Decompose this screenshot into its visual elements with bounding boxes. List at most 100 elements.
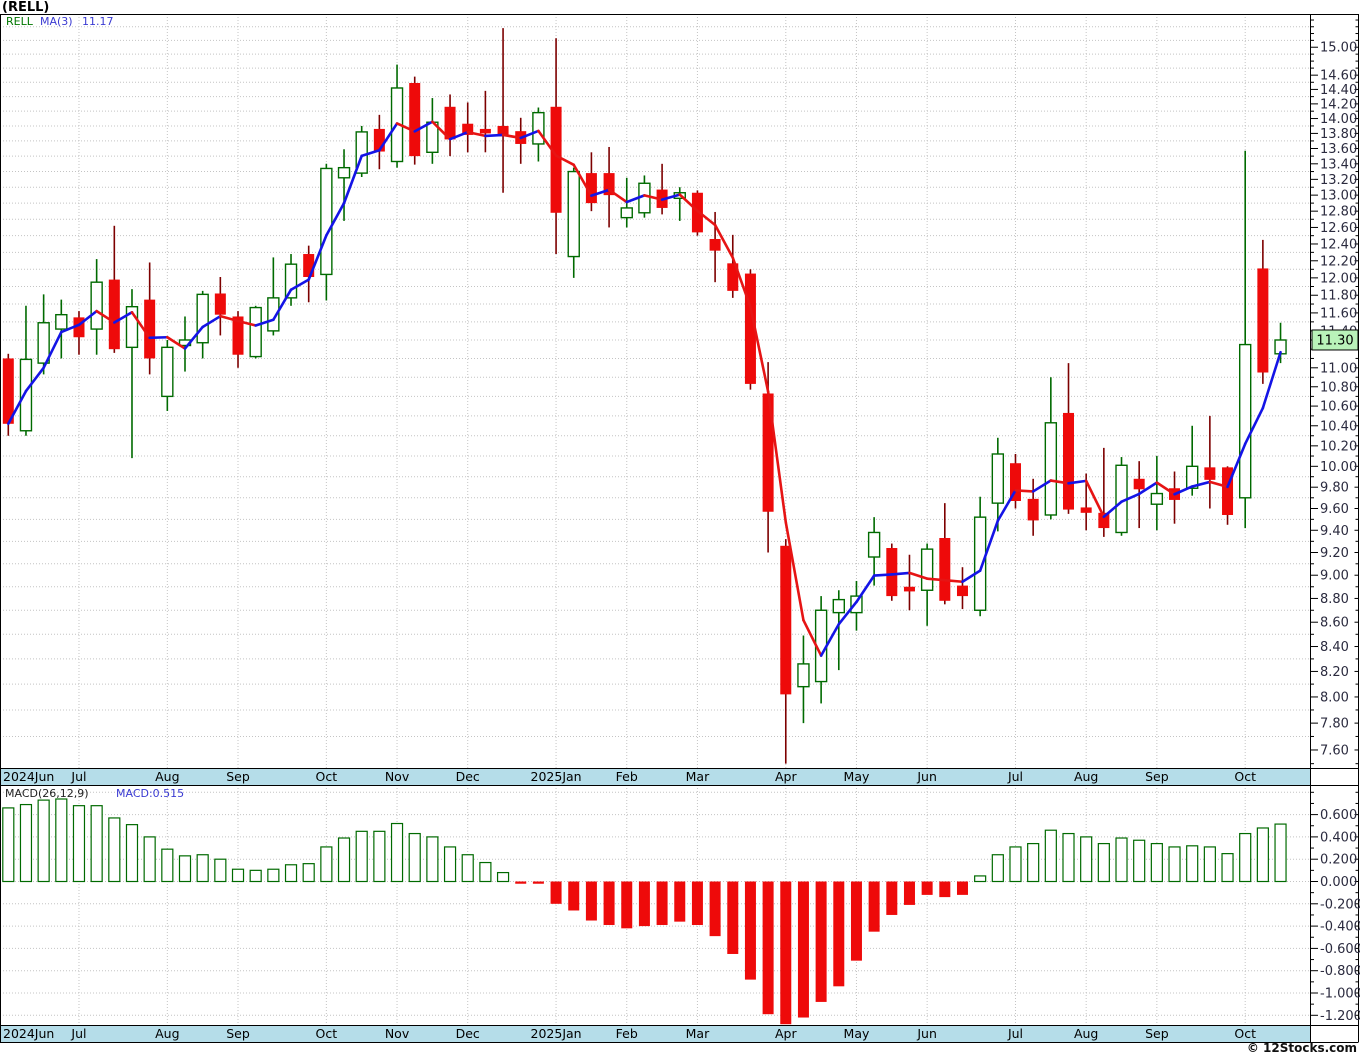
candle-body-up xyxy=(284,263,298,299)
macd-bar-down xyxy=(939,881,951,898)
ma-segment xyxy=(42,330,63,370)
month-label: Jul xyxy=(70,769,86,784)
macd-bar-down xyxy=(886,881,898,915)
price-axis-label: 7.60 xyxy=(1320,743,1349,758)
price-axis-label: 9.20 xyxy=(1320,546,1349,561)
macd-bar-up xyxy=(178,855,192,883)
macd-bar-up xyxy=(991,854,1004,883)
ma-segment xyxy=(431,120,452,141)
price-axis-label: 11.60 xyxy=(1320,306,1357,321)
month-label: Oct xyxy=(1234,769,1256,784)
month-label: 2024Jun xyxy=(3,1026,54,1041)
candle-body-up xyxy=(532,111,545,145)
macd-axis-label: -0.400 xyxy=(1320,920,1360,935)
macd-bar-up xyxy=(373,830,386,883)
price-axis-label: 14.20 xyxy=(1320,97,1357,112)
ma-segment xyxy=(272,288,293,322)
macd-bar-up xyxy=(302,863,315,883)
price-axis-label: 10.00 xyxy=(1320,460,1357,475)
candle-body-down xyxy=(1080,507,1092,513)
candle-body-down xyxy=(780,545,792,695)
price-axis-label: 8.00 xyxy=(1320,690,1349,705)
month-label: Jun xyxy=(916,769,937,784)
macd-axis: -1.200 -1.000 -0.800 -0.600 -0.400 -0.200 0.00… xyxy=(1310,791,1360,1024)
price-axis-label: 9.40 xyxy=(1320,524,1349,539)
macd-bar-up xyxy=(267,868,280,883)
macd-axis-label: 0.000 xyxy=(1320,875,1357,890)
candle-body-up xyxy=(125,305,139,349)
month-label: 2024Jun xyxy=(3,769,54,784)
macd-bar-down xyxy=(833,881,845,987)
candle-body-down xyxy=(1257,268,1269,373)
macd-bar-up xyxy=(496,871,510,883)
ma-segment xyxy=(1155,481,1176,496)
candle-body-down xyxy=(727,263,739,291)
macd-bar-down xyxy=(868,881,880,932)
ma-segment xyxy=(24,366,45,393)
candle-body-down xyxy=(939,537,951,601)
macd-legend-label: MACD(26,12,9) xyxy=(5,787,89,800)
ma-segment xyxy=(660,193,682,201)
price-axis-label: 9.60 xyxy=(1320,502,1349,517)
price-axis-label: 11.00 xyxy=(1320,361,1357,376)
macd-bar-up xyxy=(19,803,33,883)
macd-bar-down xyxy=(780,881,792,1025)
ma-segment xyxy=(925,577,947,582)
ma-segment xyxy=(713,223,735,259)
macd-bar-down xyxy=(515,881,527,884)
macd-bar-down xyxy=(762,881,774,1015)
candle-body-down xyxy=(108,279,120,350)
ma-segment xyxy=(254,318,275,327)
ma-segment xyxy=(448,130,470,141)
ma-segment xyxy=(1261,350,1282,410)
price-axis-label: 9.00 xyxy=(1320,569,1349,584)
ma-segment xyxy=(996,489,1017,523)
price-axis-label: 12.80 xyxy=(1320,205,1357,220)
month-label: 2025Jan xyxy=(531,769,582,784)
ma-segment xyxy=(378,122,399,152)
price-axis-label: 13.00 xyxy=(1320,189,1357,204)
macd-bar-up xyxy=(37,799,50,883)
candle-body-up xyxy=(973,516,987,611)
price-axis-label: 12.00 xyxy=(1320,271,1357,286)
macd-bar-down xyxy=(921,881,933,895)
price-axis-label: 8.40 xyxy=(1320,640,1349,655)
month-label: Apr xyxy=(775,769,797,784)
macd-bar-up xyxy=(90,805,103,883)
ma-segment xyxy=(908,571,929,580)
month-label: Nov xyxy=(385,1026,410,1041)
ma-segment xyxy=(643,194,664,201)
macd-bar-up xyxy=(1256,827,1269,883)
month-label: 2025Jan xyxy=(531,1026,582,1041)
macd-bar-up xyxy=(1274,823,1287,883)
price-axis-label: 12.40 xyxy=(1320,237,1357,252)
month-label: Aug xyxy=(155,769,179,784)
macd-bar-up xyxy=(1027,842,1040,883)
ma-segment xyxy=(1067,479,1088,485)
macd-bar-up xyxy=(214,858,227,883)
ma-segment xyxy=(943,578,964,584)
candle-body-down xyxy=(1009,463,1021,501)
candle-body-up xyxy=(55,313,68,330)
candle-body-down xyxy=(691,192,703,233)
macd-bar-up xyxy=(249,869,262,883)
macd-bar-down xyxy=(797,881,809,1018)
macd-bar-up xyxy=(1221,853,1234,883)
macd-bar-up xyxy=(974,875,987,883)
month-label: Dec xyxy=(456,769,480,784)
price-axis-label: 8.20 xyxy=(1320,665,1349,680)
ma-segment xyxy=(855,574,876,604)
month-label: Aug xyxy=(1074,1026,1098,1041)
candle-body-up xyxy=(867,531,881,558)
ma-segment xyxy=(678,193,699,213)
month-label: Feb xyxy=(616,1026,638,1041)
price-axis-label: 10.20 xyxy=(1320,439,1357,454)
candle-body-down xyxy=(1063,412,1074,510)
macd-legend-value: MACD:0.515 xyxy=(116,787,185,800)
candle-body-down xyxy=(603,173,615,196)
ma-segment xyxy=(1137,481,1159,496)
candle-body-down xyxy=(479,128,491,134)
candle-body-down xyxy=(232,316,244,355)
candle-body-up xyxy=(355,131,368,174)
